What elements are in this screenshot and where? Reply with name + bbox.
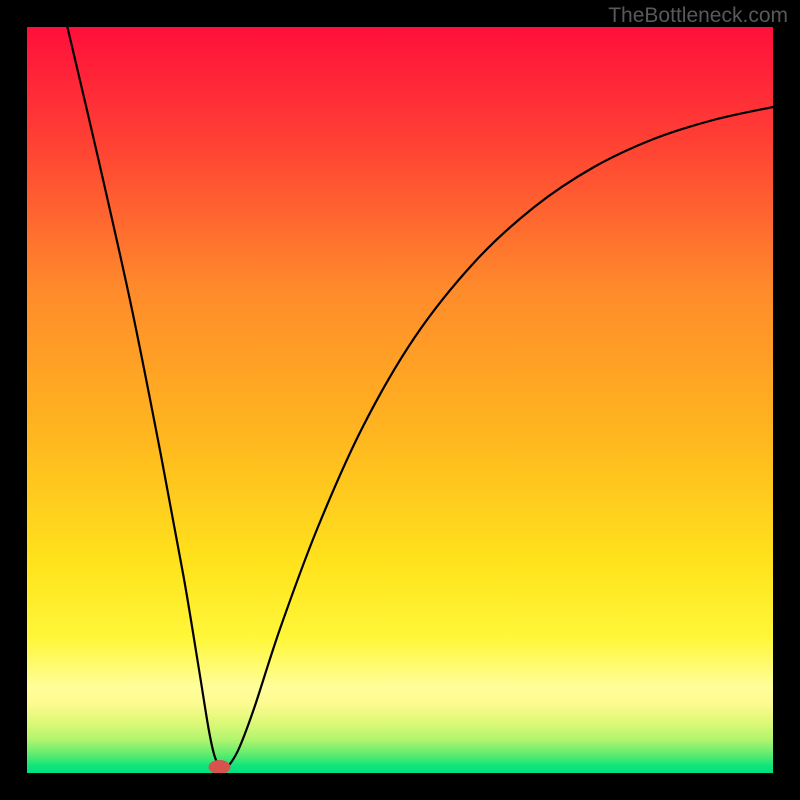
chart-root: { "chart": { "type": "line", "outer_size… [0, 0, 800, 800]
optimal-marker [208, 760, 230, 773]
bottleneck-curve [65, 27, 773, 768]
frame-border-right [773, 0, 800, 800]
plot-area [27, 27, 773, 773]
frame-border-bottom [0, 773, 800, 800]
curve-layer [27, 27, 773, 773]
frame-border-left [0, 0, 27, 800]
watermark-text: TheBottleneck.com [608, 4, 788, 28]
